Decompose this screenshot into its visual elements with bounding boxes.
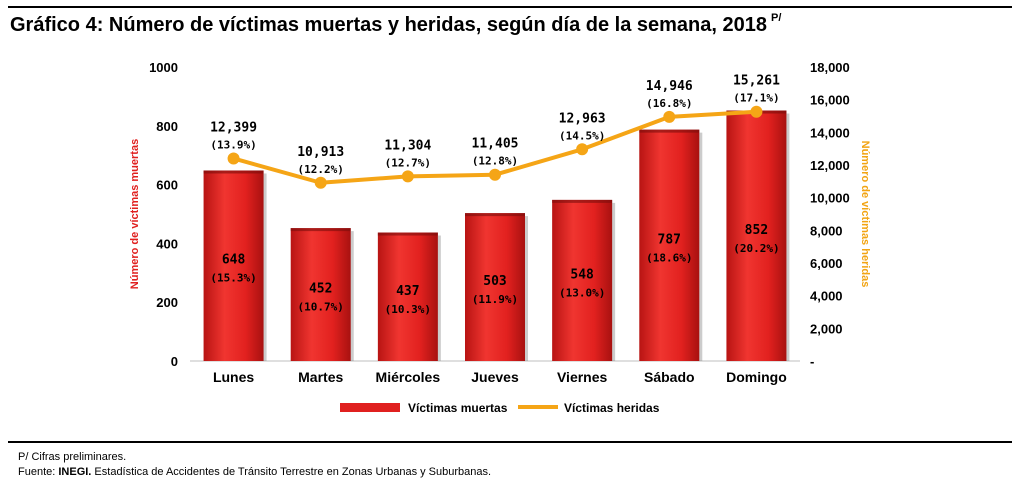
line-point xyxy=(576,143,589,156)
x-tick-label: Lunes xyxy=(213,369,254,385)
y-tick-label: 800 xyxy=(156,119,178,134)
line-pct-label: (16.8%) xyxy=(646,97,692,110)
bar-pct-label: (10.3%) xyxy=(385,303,431,316)
y2-tick-label: - xyxy=(810,354,814,369)
y2-tick-label: 10,000 xyxy=(810,191,850,206)
legend-swatch-bars xyxy=(340,403,400,412)
y2-tick-label: 16,000 xyxy=(810,93,850,108)
x-tick-label: Miércoles xyxy=(376,369,441,385)
line-point xyxy=(663,110,676,123)
bar xyxy=(377,232,438,361)
footnote: P/ Cifras preliminares. xyxy=(18,451,127,463)
source-text: Estadística de Accidentes de Tránsito Te… xyxy=(91,466,492,478)
y-tick-label: 200 xyxy=(156,295,178,310)
bar-value-label: 852 xyxy=(745,223,768,238)
bar-value-label: 437 xyxy=(396,284,419,299)
x-tick-label: Sábado xyxy=(644,369,695,385)
line-value-label: 12,963 xyxy=(559,111,606,126)
line-value-label: 14,946 xyxy=(646,79,693,94)
line-value-label: 15,261 xyxy=(733,74,780,89)
bar xyxy=(290,228,351,361)
line-value-label: 10,913 xyxy=(297,145,344,160)
bar-top-edge xyxy=(552,199,613,203)
bar-pct-label: (15.3%) xyxy=(210,272,256,285)
source-prefix: Fuente: xyxy=(18,466,59,478)
footer-rule xyxy=(8,441,1012,443)
y-tick-label: 1000 xyxy=(149,60,178,75)
line-pct-label: (14.5%) xyxy=(559,129,605,142)
y-tick-label: 600 xyxy=(156,178,178,193)
source-line: Fuente: INEGI. Estadística de Accidentes… xyxy=(18,466,491,478)
y2-tick-label: 14,000 xyxy=(810,125,850,140)
x-tick-label: Martes xyxy=(298,369,343,385)
bar-pct-label: (13.0%) xyxy=(559,286,605,299)
y2-axis-title: Número de víctimas heridas xyxy=(859,141,871,288)
line-pct-label: (12.7%) xyxy=(385,156,431,169)
bar xyxy=(465,213,525,361)
chart-area: 0 200 400 600 800 1000 - 2,000 4,000 6,000 8,000 10… xyxy=(129,60,871,415)
y2-tick-label: 4,000 xyxy=(810,289,843,304)
line-point xyxy=(401,170,414,183)
line-point xyxy=(489,168,501,181)
y2-tick-label: 12,000 xyxy=(810,158,850,173)
bar xyxy=(203,170,264,361)
top-rule xyxy=(8,6,1012,8)
bar-top-edge xyxy=(203,170,264,174)
x-tick-label: Jueves xyxy=(471,369,519,385)
bar-value-label: 648 xyxy=(222,253,246,268)
y2-tick-label: 6,000 xyxy=(810,256,843,271)
bar-top-edge xyxy=(465,213,525,217)
y-axis-title: Número de víctimas muertas xyxy=(129,139,141,289)
y2-tick-label: 2,000 xyxy=(810,321,843,336)
bar-top-edge xyxy=(377,232,438,236)
line-pct-label: (12.2%) xyxy=(298,163,344,176)
bar-value-label: 503 xyxy=(483,274,506,289)
bar-pct-label: (20.2%) xyxy=(733,242,779,255)
x-tick-label: Domingo xyxy=(726,369,787,385)
y2-tick-label: 8,000 xyxy=(810,223,843,238)
line-pct-label: (17.1%) xyxy=(733,92,779,105)
bar-pct-label: (10.7%) xyxy=(298,301,344,314)
y2-tick-label: 18,000 xyxy=(810,60,850,75)
line-pct-label: (12.8%) xyxy=(472,155,518,168)
line-point xyxy=(314,176,327,189)
line-value-label: 11,405 xyxy=(472,137,519,152)
bar xyxy=(639,129,700,361)
bar-value-label: 452 xyxy=(309,282,332,297)
line-pct-label: (13.9%) xyxy=(210,138,256,151)
bar-pct-label: (18.6%) xyxy=(646,251,692,264)
bar-value-label: 548 xyxy=(570,267,594,282)
y-tick-label: 0 xyxy=(171,354,178,369)
bar-pct-label: (11.9%) xyxy=(472,293,518,306)
bar xyxy=(552,199,613,361)
source-org: INEGI. xyxy=(58,466,92,478)
legend-label-line: Víctimas heridas xyxy=(564,401,660,415)
bar-value-label: 787 xyxy=(658,232,681,247)
line-point xyxy=(227,152,240,165)
chart-title-text: Gráfico 4: Número de víctimas muertas y … xyxy=(10,14,767,36)
chart-title-superscript: P/ xyxy=(770,12,782,25)
chart-title: Gráfico 4: Número de víctimas muertas y … xyxy=(10,12,782,37)
bar-top-edge xyxy=(290,228,351,232)
line-value-label: 12,399 xyxy=(210,120,257,135)
bar xyxy=(726,110,787,362)
line-value-label: 11,304 xyxy=(384,138,431,153)
bar-top-edge xyxy=(639,129,700,133)
y-tick-label: 400 xyxy=(156,236,178,251)
line-point xyxy=(750,105,763,118)
legend-label-bars: Víctimas muertas xyxy=(408,401,508,415)
x-tick-label: Viernes xyxy=(557,369,608,385)
